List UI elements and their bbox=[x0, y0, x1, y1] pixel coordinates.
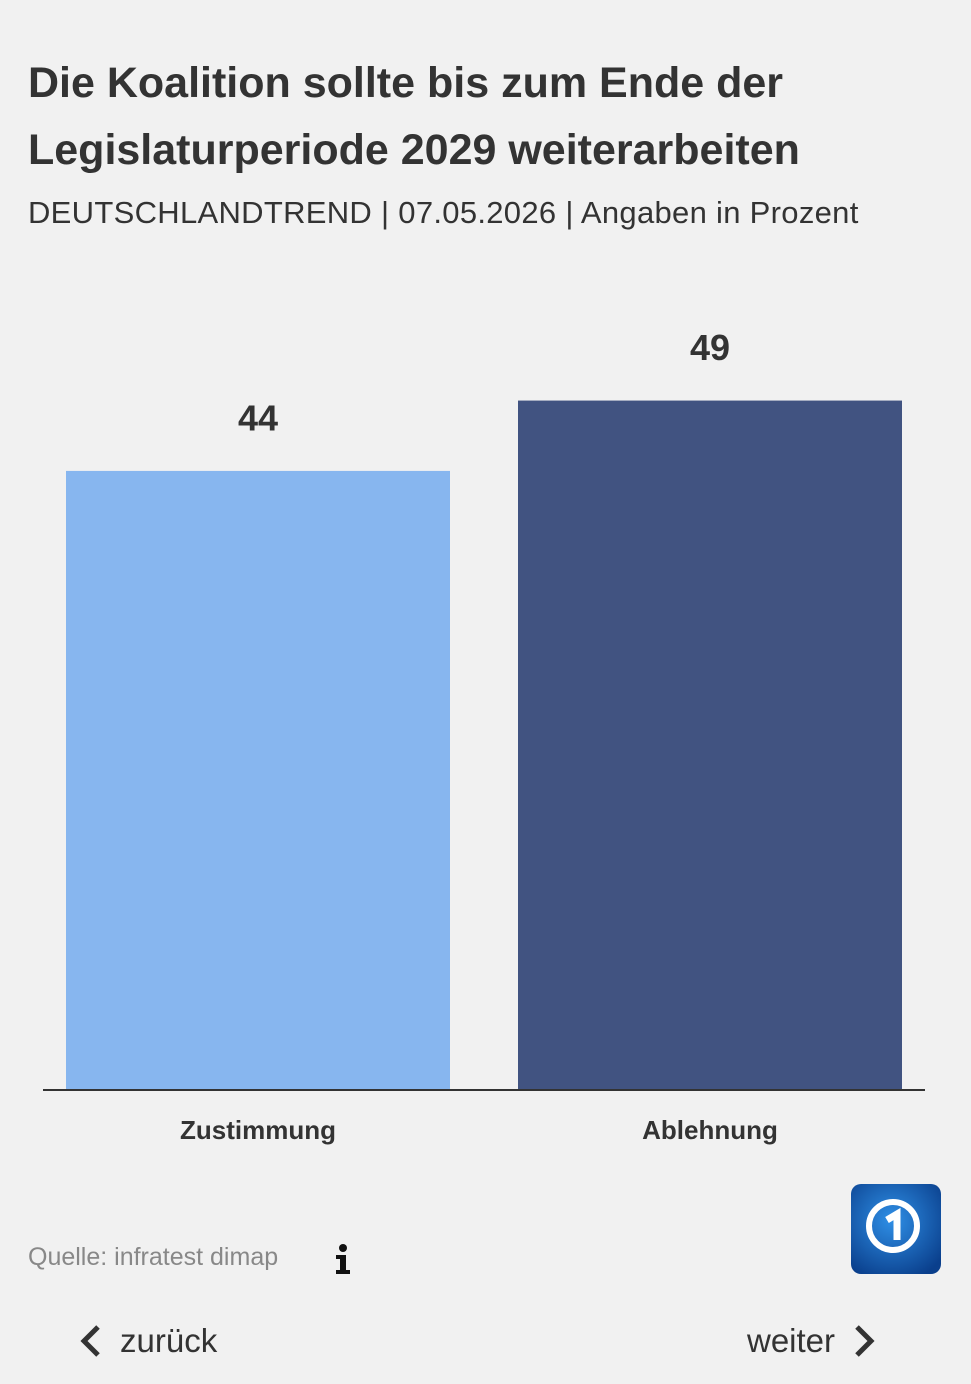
info-icon[interactable] bbox=[330, 1242, 356, 1276]
x-tick-label: Ablehnung bbox=[642, 1115, 778, 1145]
source: Quelle: infratest dimap bbox=[28, 1243, 279, 1271]
value-label: 49 bbox=[690, 327, 730, 368]
bar bbox=[518, 400, 902, 1090]
chevron-right bbox=[855, 1325, 875, 1357]
logo bbox=[851, 1184, 941, 1274]
back-label: zurück bbox=[120, 1322, 218, 1359]
next-button[interactable]: weiter bbox=[747, 1322, 877, 1360]
next-label: weiter bbox=[747, 1322, 836, 1359]
chart: 44 Zustimmung 49 Ablehnung bbox=[43, 327, 925, 1145]
chart-subtitle: DEUTSCHLANDTREND | 07.05.2026 | Angaben … bbox=[28, 195, 859, 230]
bar bbox=[66, 470, 450, 1090]
chart-title: Die Koalition sollte bis zum Ende der Le… bbox=[28, 59, 800, 174]
back-button[interactable]: zurück bbox=[78, 1322, 217, 1360]
chevron-left bbox=[80, 1325, 100, 1357]
value-label: 44 bbox=[238, 397, 278, 438]
x-tick-label: Zustimmung bbox=[180, 1115, 336, 1145]
